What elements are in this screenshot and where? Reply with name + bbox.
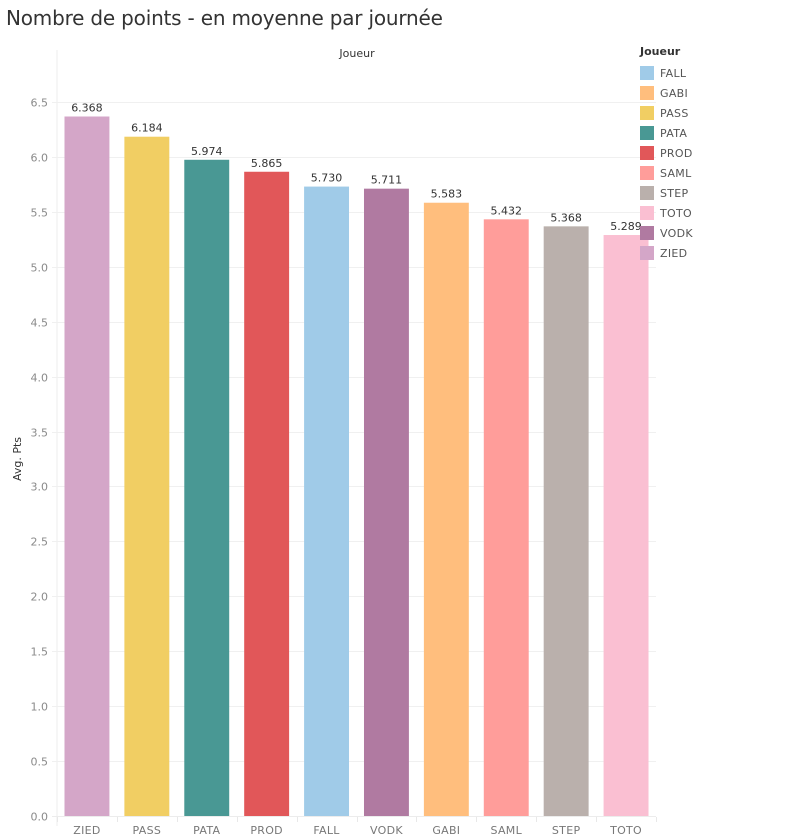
y-tick-label: 5.5 <box>31 207 49 220</box>
y-tick-label: 2.0 <box>31 591 49 604</box>
bar-toto[interactable] <box>603 235 649 817</box>
value-label: 6.368 <box>71 101 103 114</box>
value-label: 5.865 <box>251 157 283 170</box>
legend-swatch <box>640 246 654 260</box>
value-label: 5.289 <box>610 220 642 233</box>
x-tick-label: TOTO <box>609 824 642 837</box>
value-label: 5.711 <box>371 174 403 187</box>
legend-item-prod[interactable]: PROD <box>640 143 693 163</box>
legend-swatch <box>640 146 654 160</box>
legend-label: GABI <box>660 86 689 100</box>
bar-vodk[interactable] <box>363 188 409 817</box>
x-tick-label: SAML <box>490 824 522 837</box>
legend-swatch <box>640 206 654 220</box>
bars <box>64 116 649 817</box>
bar-pata[interactable] <box>184 159 230 817</box>
legend-swatch <box>640 166 654 180</box>
legend-label: TOTO <box>660 206 692 220</box>
legend-item-step[interactable]: STEP <box>640 183 693 203</box>
bar-fall[interactable] <box>304 186 350 816</box>
legend-item-pass[interactable]: PASS <box>640 103 693 123</box>
column-header: Joueur <box>339 47 375 60</box>
legend-item-gabi[interactable]: GABI <box>640 83 693 103</box>
value-label: 5.730 <box>311 172 343 185</box>
x-tick-label: GABI <box>432 824 460 837</box>
y-tick-label: 6.0 <box>31 152 49 165</box>
value-labels: 6.368 6.184 5.974 5.865 5.730 5.711 5.583 5.432… <box>71 101 642 233</box>
legend-label: STEP <box>660 186 689 200</box>
legend-item-saml[interactable]: SAML <box>640 163 693 183</box>
x-tick-label: VODK <box>370 824 403 837</box>
legend-label: PATA <box>660 126 688 140</box>
legend-label: PROD <box>660 146 693 160</box>
bar-step[interactable] <box>543 226 589 817</box>
y-tick-label: 1.5 <box>31 646 49 659</box>
legend: Joueur FALL GABI PASS PATA PROD SAML STEP TOTO V… <box>640 45 693 263</box>
y-tick-label: 6.5 <box>31 97 49 110</box>
x-axis-ticks: ZIED PASS PATA PROD FALL VODK GABI SAML STEP TOTO <box>57 817 657 837</box>
x-tick-label: FALL <box>313 824 340 837</box>
y-axis-label: Avg. Pts <box>11 437 24 481</box>
y-tick-label: 5.0 <box>31 262 49 275</box>
x-tick-label: PASS <box>133 824 162 837</box>
legend-label: ZIED <box>660 246 688 260</box>
y-tick-label: 0.0 <box>31 811 49 824</box>
value-label: 5.432 <box>491 204 523 217</box>
y-tick-label: 3.5 <box>31 427 49 440</box>
legend-swatch <box>640 186 654 200</box>
x-tick-label: PATA <box>193 824 220 837</box>
value-label: 5.583 <box>431 188 463 201</box>
legend-item-toto[interactable]: TOTO <box>640 203 693 223</box>
y-axis-ticks: 0.0 0.5 1.0 1.5 2.0 2.5 3.0 3.5 4.0 4.5 5.0 5.5 6.0 6… <box>31 97 49 824</box>
legend-item-zied[interactable]: ZIED <box>640 243 693 263</box>
legend-item-pata[interactable]: PATA <box>640 123 693 143</box>
legend-swatch <box>640 86 654 100</box>
x-tick-label: PROD <box>250 824 283 837</box>
bar-pass[interactable] <box>124 136 170 817</box>
bar-gabi[interactable] <box>423 202 469 816</box>
legend-label: VODK <box>660 226 693 240</box>
x-tick-label: STEP <box>552 824 581 837</box>
value-label: 6.184 <box>131 122 163 135</box>
legend-items: FALL GABI PASS PATA PROD SAML STEP TOTO VODK ZIED <box>640 63 693 263</box>
x-tick-label: ZIED <box>73 824 100 837</box>
bar-prod[interactable] <box>244 171 290 816</box>
bar-zied[interactable] <box>64 116 110 816</box>
legend-title: Joueur <box>640 45 681 58</box>
value-label: 5.974 <box>191 145 223 158</box>
legend-swatch <box>640 226 654 240</box>
y-tick-label: 1.0 <box>31 701 49 714</box>
y-tick-label: 0.5 <box>31 756 49 769</box>
y-tick-label: 4.5 <box>31 317 49 330</box>
legend-item-fall[interactable]: FALL <box>640 63 693 83</box>
legend-swatch <box>640 106 654 120</box>
legend-label: FALL <box>660 66 687 80</box>
bar-saml[interactable] <box>483 219 529 817</box>
y-tick-label: 4.0 <box>31 372 49 385</box>
chart-title: Nombre de points - en moyenne par journé… <box>6 6 443 30</box>
value-label: 5.368 <box>550 211 582 224</box>
legend-label: SAML <box>660 166 692 180</box>
legend-label: PASS <box>660 106 689 120</box>
y-tick-label: 3.0 <box>31 481 49 494</box>
legend-swatch <box>640 126 654 140</box>
y-tick-label: 2.5 <box>31 536 49 549</box>
legend-item-vodk[interactable]: VODK <box>640 223 693 243</box>
legend-swatch <box>640 66 654 80</box>
